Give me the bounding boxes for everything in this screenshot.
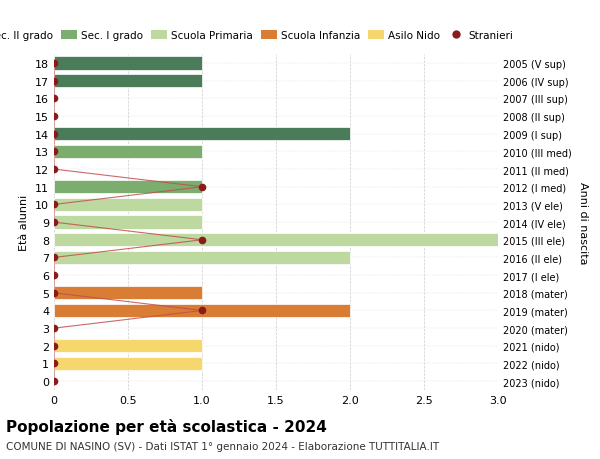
Bar bbox=[54, 251, 350, 264]
Y-axis label: Età alunni: Età alunni bbox=[19, 195, 29, 251]
Bar bbox=[54, 128, 350, 141]
Bar bbox=[54, 75, 202, 88]
Legend: Sec. II grado, Sec. I grado, Scuola Primaria, Scuola Infanzia, Asilo Nido, Stran: Sec. II grado, Sec. I grado, Scuola Prim… bbox=[0, 27, 517, 45]
Bar bbox=[54, 340, 202, 353]
Bar bbox=[54, 146, 202, 159]
Text: COMUNE DI NASINO (SV) - Dati ISTAT 1° gennaio 2024 - Elaborazione TUTTITALIA.IT: COMUNE DI NASINO (SV) - Dati ISTAT 1° ge… bbox=[6, 441, 439, 451]
Text: Popolazione per età scolastica - 2024: Popolazione per età scolastica - 2024 bbox=[6, 418, 327, 434]
Bar bbox=[54, 234, 498, 247]
Bar bbox=[54, 357, 202, 370]
Bar bbox=[54, 286, 202, 300]
Bar bbox=[54, 181, 202, 194]
Bar bbox=[54, 304, 350, 318]
Bar bbox=[54, 198, 202, 212]
Bar bbox=[54, 57, 202, 71]
Bar bbox=[54, 216, 202, 229]
Y-axis label: Anni di nascita: Anni di nascita bbox=[578, 181, 588, 264]
